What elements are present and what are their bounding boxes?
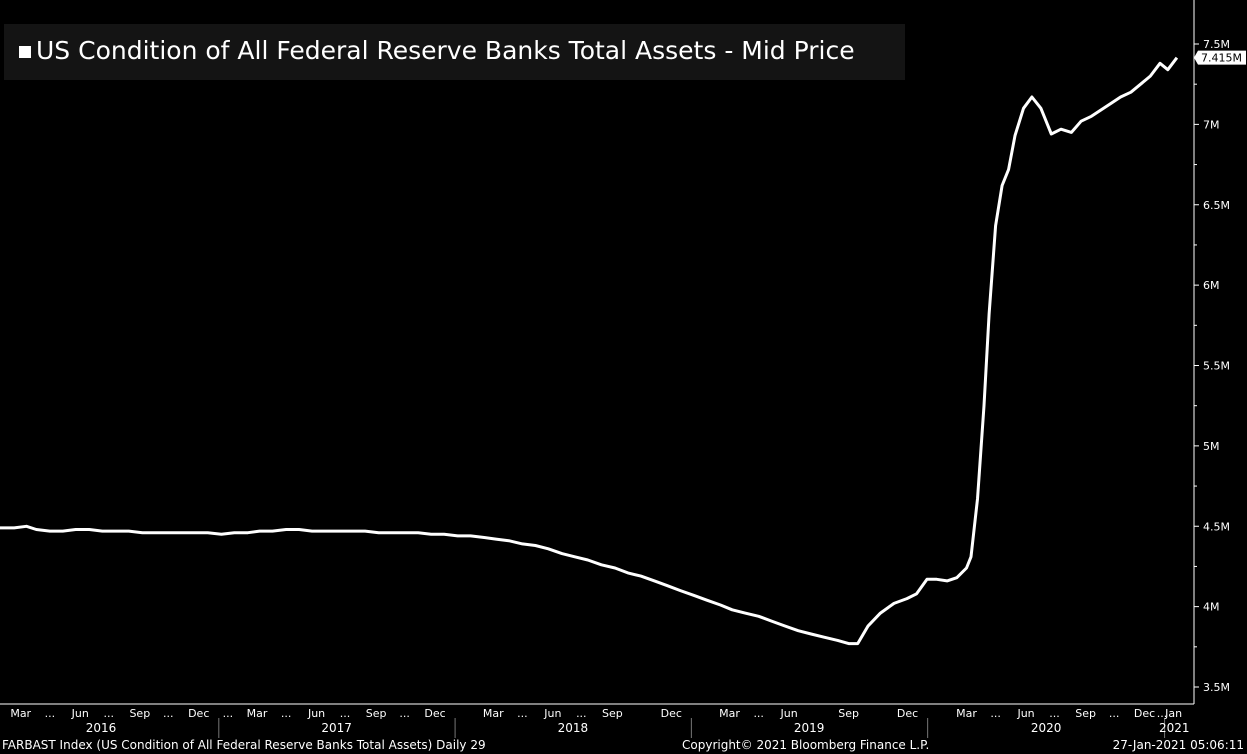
last-value-tag xyxy=(1194,50,1246,65)
x-tick-label: Mar xyxy=(483,707,504,720)
x-tick-label: Dec xyxy=(661,707,682,720)
x-tick-label: Jun xyxy=(307,707,325,720)
chart-svg: 3.5M 4M 4.5M 5M 5.5M 6M 6.5M 7M 7.5M Mar... Jun...… xyxy=(0,0,1246,738)
x-tick-label: Jun xyxy=(71,707,89,720)
x-tick-label: ... xyxy=(163,707,174,720)
x-year-label: 2017 xyxy=(321,721,352,735)
x-tick-label: Sep xyxy=(129,707,150,720)
x-tick-label: ... xyxy=(281,707,292,720)
x-tick-label: ... xyxy=(1049,707,1060,720)
y-tick-label: 6.5M xyxy=(1203,199,1230,212)
x-tick-label: Sep xyxy=(602,707,623,720)
x-tick-label: ... xyxy=(223,707,234,720)
x-tick-label: ... xyxy=(104,707,115,720)
x-tick-label: Jun xyxy=(780,707,798,720)
legend: US Condition of All Federal Reserve Bank… xyxy=(4,24,905,80)
footer-index-info: FARBAST Index (US Condition of All Feder… xyxy=(2,738,486,752)
y-tick-label: 5.5M xyxy=(1203,360,1230,373)
x-tick-label: Dec xyxy=(897,707,918,720)
chart-labels: 3.5M 4M 4.5M 5M 5.5M 6M 6.5M 7M 7.5M Mar... Jun...… xyxy=(10,38,1246,735)
y-tick-label: 7.5M xyxy=(1203,38,1230,51)
x-tick-label: ... xyxy=(1157,707,1168,720)
x-tick-label: Dec xyxy=(424,707,445,720)
footer-timestamp: 27-Jan-2021 05:06:11 xyxy=(1112,738,1244,752)
x-tick-label: ... xyxy=(399,707,410,720)
x-tick-label: Sep xyxy=(366,707,387,720)
y-tick-label: 5M xyxy=(1203,440,1220,453)
x-year-label: 2019 xyxy=(794,721,825,735)
x-tick-label: ... xyxy=(1109,707,1120,720)
y-tick-label: 4.5M xyxy=(1203,520,1230,533)
chart-axes xyxy=(0,0,1199,738)
x-tick-label: ... xyxy=(753,707,764,720)
x-tick-label: ... xyxy=(517,707,528,720)
x-tick-label: Jan xyxy=(1164,707,1182,720)
x-tick-label: ... xyxy=(576,707,587,720)
x-tick-label: ... xyxy=(990,707,1001,720)
x-tick-label: Sep xyxy=(838,707,859,720)
x-tick-label: Dec xyxy=(1134,707,1155,720)
legend-swatch xyxy=(19,46,31,58)
y-tick-label: 7M xyxy=(1203,118,1220,131)
x-tick-label: Mar xyxy=(719,707,740,720)
x-tick-label: Jun xyxy=(1016,707,1034,720)
last-value-label: 7.415M xyxy=(1201,52,1242,65)
x-tick-label: Dec xyxy=(188,707,209,720)
x-tick-label: Sep xyxy=(1075,707,1096,720)
x-year-label: 2021 xyxy=(1159,721,1190,735)
x-tick-label: ... xyxy=(340,707,351,720)
footer-copyright: Copyright© 2021 Bloomberg Finance L.P. xyxy=(682,738,930,752)
total-assets-line xyxy=(0,56,1179,646)
x-tick-label: Jun xyxy=(543,707,561,720)
x-tick-label: ... xyxy=(45,707,56,720)
x-year-label: 2020 xyxy=(1031,721,1062,735)
y-tick-label: 6M xyxy=(1203,279,1220,292)
x-year-label: 2016 xyxy=(86,721,117,735)
x-tick-label: Mar xyxy=(10,707,31,720)
x-tick-label: Mar xyxy=(956,707,977,720)
y-tick-label: 4M xyxy=(1203,601,1220,614)
chart-title: US Condition of All Federal Reserve Bank… xyxy=(36,36,855,65)
x-year-label: 2018 xyxy=(558,721,589,735)
y-tick-label: 3.5M xyxy=(1203,681,1230,694)
x-tick-label: Mar xyxy=(247,707,268,720)
